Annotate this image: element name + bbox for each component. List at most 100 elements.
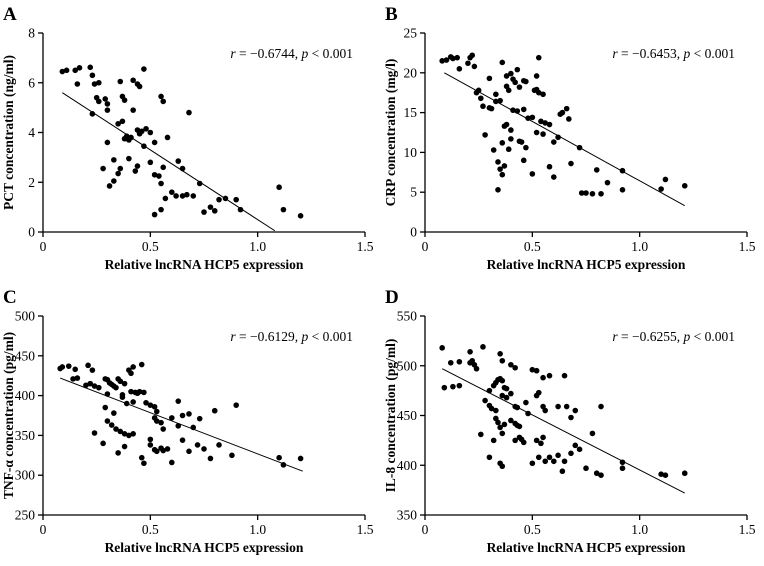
data-point [117,78,124,85]
data-point [508,361,514,368]
data-point [447,359,454,366]
data-point [87,380,94,387]
data-point [493,98,499,105]
correlation-annotation: r = −0.6744, p < 0.001 [230,46,353,61]
data-point [297,455,304,462]
data-point [525,115,531,121]
data-point [158,180,164,187]
trend-line [441,368,685,494]
data-point [499,140,506,146]
panel-letter-D: D [385,287,399,308]
data-point [70,376,76,382]
x-tick-label: 1.5 [357,239,374,254]
data-point [175,158,182,164]
y-tick-label: 4 [28,125,35,140]
data-point [100,165,106,172]
data-point [501,421,508,428]
data-point [104,101,111,107]
data-point [87,64,94,71]
data-point [153,418,160,424]
data-point [216,442,222,448]
data-point [523,399,529,406]
data-point [512,364,518,371]
data-point [619,465,626,472]
data-point [72,366,78,373]
data-point [104,107,111,113]
data-point [151,171,158,178]
x-tick-label: 1.5 [739,239,756,254]
data-point [497,166,503,172]
data-point [190,193,197,199]
data-point [151,211,158,218]
data-point [179,437,186,443]
data-point [508,136,514,142]
data-point [589,430,596,437]
x-tick-label: 1.0 [249,522,266,537]
data-point [538,118,544,125]
panel-letter-C: C [3,287,17,308]
data-point [486,454,493,461]
y-tick-label: 450 [397,408,418,423]
data-point [514,404,521,411]
data-point [119,394,126,400]
data-point [503,73,510,79]
data-point [186,411,192,417]
data-point [196,415,203,422]
data-point [128,370,134,377]
data-point [503,385,510,392]
data-point [490,437,497,444]
y-axis-title: PCT concentration (ng/ml) [1,55,16,210]
data-point [186,109,192,116]
data-point [100,440,106,447]
data-point [619,459,626,466]
data-point [529,460,536,467]
data-point [499,463,506,470]
data-point [619,187,626,193]
data-point [583,190,589,196]
data-point [497,424,503,431]
x-tick-label: 1.0 [249,239,266,254]
data-point [65,363,72,369]
data-point [535,454,542,461]
x-tick-label: 1.0 [631,239,648,254]
data-point [568,160,574,167]
data-point [475,87,482,94]
data-point [151,139,158,146]
data-point [276,184,282,191]
data-point [456,66,463,72]
x-tick-label: 0.5 [524,239,541,254]
data-point [583,465,589,472]
data-point [179,165,186,172]
data-point [147,442,154,448]
data-point [222,195,229,202]
data-point [74,81,81,87]
data-point [169,189,175,195]
data-point [480,344,486,350]
data-point [508,127,514,133]
data-point [126,155,132,162]
data-point [486,387,493,394]
data-point [514,108,521,114]
data-point [96,384,102,391]
scatter-plot-tnf-alpha: 0 0.5 1.0 1.5 250 300 350 400 450 500 Relative lnc… [1,309,374,556]
panel-letter-A: A [3,4,17,25]
y-tick-label: 300 [15,468,36,483]
y-tick-label: 550 [397,309,418,324]
y-tick-label: 8 [28,26,35,41]
correlation-annotation: r = −0.6255, p < 0.001 [612,329,735,344]
data-point [508,417,514,424]
data-point [207,455,214,462]
data-point [138,361,145,368]
data-point [85,362,91,369]
data-point [523,78,529,85]
data-point [505,146,512,153]
data-point [465,60,471,67]
data-point [542,120,549,126]
data-point [529,366,536,373]
data-point [89,367,96,373]
data-point [211,407,218,414]
data-point [147,402,154,408]
data-point [138,128,145,135]
data-point [546,372,553,379]
data-point [478,95,484,102]
